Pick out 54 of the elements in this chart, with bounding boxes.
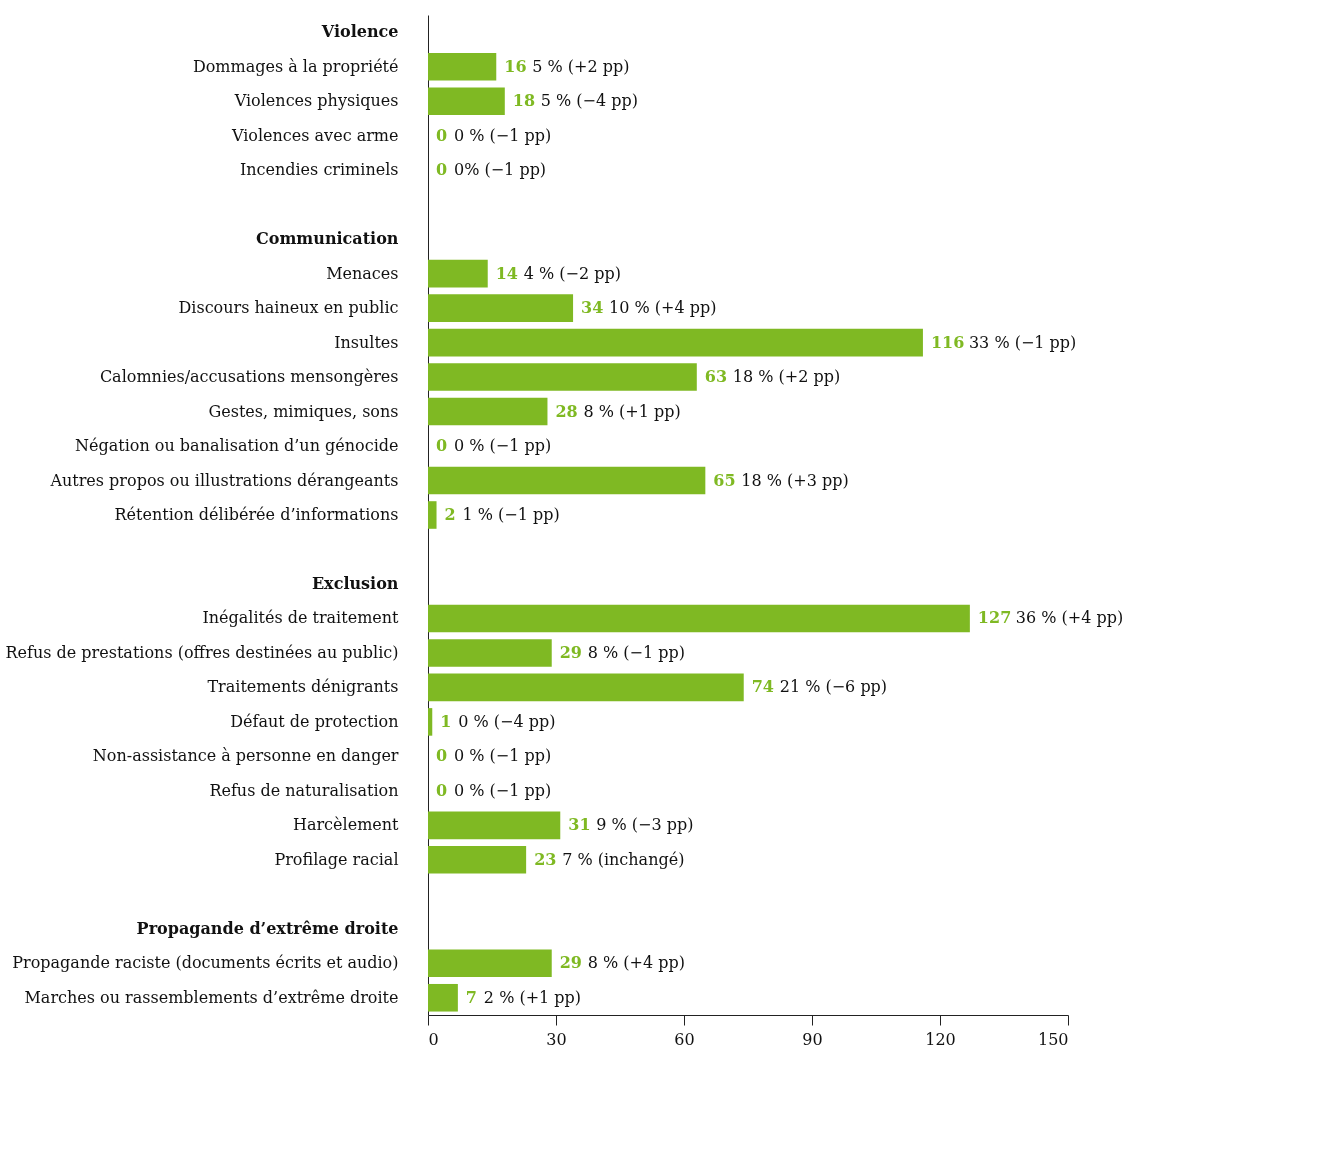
y-tick-label: Refus de naturalisation [209, 780, 399, 800]
text: 28 8 % (+1 pp) [555, 401, 681, 421]
y-tick-label: Défaut de protection [230, 711, 399, 731]
y-tick-label: Non-assistance à personne en danger [92, 746, 399, 766]
text: 7 2 % (+1 pp) [465, 987, 582, 1007]
text: 65 18 % (+3 pp) [713, 470, 849, 490]
y-tick-label: Insultes [334, 332, 399, 352]
text: 0 0 % (−1 pp) [436, 780, 552, 800]
text: 63 18 % (+2 pp) [704, 367, 841, 387]
y-tick-label: Calomnies/accusations mensongères [99, 367, 399, 387]
text: 127 36 % (+4 pp) [977, 608, 1124, 628]
text: 2 1 % (−1 pp) [444, 505, 560, 524]
y-tick-label: Inégalités de traitement [202, 608, 400, 628]
x-tick-label: 0 [428, 1029, 439, 1049]
y-tick-label: Discours haineux en public [178, 298, 399, 318]
text: 116 33 % (−1 pp) [930, 332, 1077, 352]
text: 31 9 % (−3 pp) [568, 815, 694, 835]
text: 74 21 % (−6 pp) [751, 677, 888, 697]
y-tick-label: Autres propos ou illustrations dérangeants [49, 470, 399, 490]
text: 1 0 % (−4 pp) [440, 711, 556, 731]
y-tick-label: Rétention délibérée d’informations [114, 505, 399, 524]
x-tick-label: 150 [1037, 1029, 1069, 1049]
y-tick-label: Violence [320, 22, 399, 42]
y-tick-label: Menaces [326, 263, 399, 283]
text: 29 8 % (−1 pp) [559, 642, 685, 662]
y-tick-label: Exclusion [311, 573, 399, 593]
text: 34 10 % (+4 pp) [581, 298, 717, 318]
y-tick-label: Marches ou rassemblements d’extrême droite [24, 987, 399, 1007]
y-tick-label: Violences physiques [233, 91, 399, 111]
y-tick-label: Traitements dénigrants [207, 677, 399, 697]
text: 0 0 % (−1 pp) [436, 746, 552, 766]
y-tick-label: Profilage racial [274, 849, 399, 869]
y-tick-label: Propagande d’extrême droite [136, 918, 399, 938]
y-tick-label: Négation ou banalisation d’un génocide [75, 436, 399, 456]
x-tick-label: 60 [674, 1029, 695, 1049]
x-tick-label: 120 [925, 1029, 956, 1049]
y-tick-label: Violences avec arme [230, 125, 399, 145]
text: 18 5 % (−4 pp) [512, 91, 638, 111]
y-tick-label: Refus de prestations (offres destinées au public) [5, 642, 399, 662]
y-tick-label: Dommages à la propriété [192, 56, 399, 76]
y-tick-label: Gestes, mimiques, sons [208, 401, 399, 421]
text: 29 8 % (+4 pp) [559, 953, 685, 973]
y-tick-label: Harcèlement [292, 815, 400, 835]
y-tick-label: Incendies criminels [239, 160, 399, 180]
x-tick-label: 30 [546, 1029, 567, 1049]
text: 14 4 % (−2 pp) [495, 263, 621, 283]
text: 23 7 % (inchangé) [534, 849, 685, 869]
text: 0 0 % (−1 pp) [436, 125, 552, 145]
text: 0 0 % (−1 pp) [436, 436, 552, 456]
text: 0 0% (−1 pp) [436, 160, 547, 180]
y-tick-label: Propagande raciste (documents écrits et audio) [12, 953, 399, 973]
text: 16 5 % (+2 pp) [504, 56, 630, 76]
x-tick-label: 90 [802, 1029, 823, 1049]
y-tick-label: Communication [256, 229, 399, 249]
